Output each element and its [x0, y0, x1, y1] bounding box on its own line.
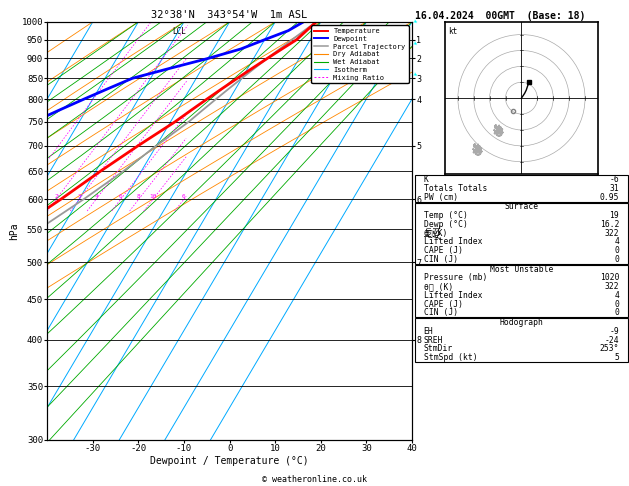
- Text: 3: 3: [77, 194, 81, 199]
- Text: θᴄ (K): θᴄ (K): [424, 282, 453, 291]
- Text: 0: 0: [615, 300, 619, 309]
- Text: ➤: ➤: [410, 70, 419, 81]
- Text: θᴄ(K): θᴄ(K): [424, 229, 448, 238]
- Text: -9: -9: [610, 327, 619, 336]
- Text: 0.95: 0.95: [599, 193, 619, 202]
- Text: 0: 0: [615, 309, 619, 317]
- Text: 322: 322: [604, 229, 619, 238]
- Text: 16.04.2024  00GMT  (Base: 18): 16.04.2024 00GMT (Base: 18): [415, 11, 586, 21]
- Text: 10: 10: [149, 194, 157, 199]
- Text: Dewp (°C): Dewp (°C): [424, 220, 467, 229]
- Text: 31: 31: [610, 184, 619, 193]
- Title: 32°38'N  343°54'W  1m ASL: 32°38'N 343°54'W 1m ASL: [152, 10, 308, 20]
- Text: 4: 4: [615, 291, 619, 300]
- Text: 0: 0: [615, 255, 619, 264]
- Text: © weatheronline.co.uk: © weatheronline.co.uk: [262, 474, 367, 484]
- Text: CIN (J): CIN (J): [424, 309, 458, 317]
- Text: 322: 322: [604, 282, 619, 291]
- Y-axis label: hPa: hPa: [9, 222, 19, 240]
- Text: 0: 0: [615, 246, 619, 255]
- Text: 8: 8: [137, 194, 141, 199]
- Text: Most Unstable: Most Unstable: [490, 265, 553, 274]
- Text: ➤: ➤: [410, 39, 419, 50]
- Text: 4: 4: [615, 238, 619, 246]
- Text: 6: 6: [119, 194, 123, 199]
- Text: StmDir: StmDir: [424, 345, 453, 353]
- Text: CAPE (J): CAPE (J): [424, 300, 463, 309]
- Y-axis label: km
ASL: km ASL: [424, 224, 443, 238]
- Text: 4: 4: [94, 194, 98, 199]
- Text: Surface: Surface: [504, 203, 538, 211]
- Text: Totals Totals: Totals Totals: [424, 184, 487, 193]
- Text: StmSpd (kt): StmSpd (kt): [424, 353, 477, 362]
- Text: 1020: 1020: [599, 274, 619, 282]
- Text: -24: -24: [604, 336, 619, 345]
- Text: Temp (°C): Temp (°C): [424, 211, 467, 220]
- Text: CIN (J): CIN (J): [424, 255, 458, 264]
- Text: 2: 2: [54, 194, 58, 199]
- Text: CAPE (J): CAPE (J): [424, 246, 463, 255]
- Text: kt: kt: [448, 27, 457, 35]
- Text: -6: -6: [610, 175, 619, 184]
- Text: Pressure (mb): Pressure (mb): [424, 274, 487, 282]
- Text: 6: 6: [182, 194, 186, 199]
- Text: 16.2: 16.2: [599, 220, 619, 229]
- Text: EH: EH: [424, 327, 433, 336]
- Text: SREH: SREH: [424, 336, 443, 345]
- X-axis label: Dewpoint / Temperature (°C): Dewpoint / Temperature (°C): [150, 456, 309, 466]
- Text: LCL: LCL: [172, 27, 186, 36]
- Legend: Temperature, Dewpoint, Parcel Trajectory, Dry Adiabat, Wet Adiabat, Isotherm, Mi: Temperature, Dewpoint, Parcel Trajectory…: [311, 25, 408, 83]
- Text: Lifted Index: Lifted Index: [424, 291, 482, 300]
- Text: 19: 19: [610, 211, 619, 220]
- Text: 5: 5: [615, 353, 619, 362]
- Text: K: K: [424, 175, 428, 184]
- Text: PW (cm): PW (cm): [424, 193, 458, 202]
- Text: 253°: 253°: [599, 345, 619, 353]
- Text: ➤: ➤: [410, 17, 419, 27]
- Text: Lifted Index: Lifted Index: [424, 238, 482, 246]
- Text: Hodograph: Hodograph: [499, 318, 543, 327]
